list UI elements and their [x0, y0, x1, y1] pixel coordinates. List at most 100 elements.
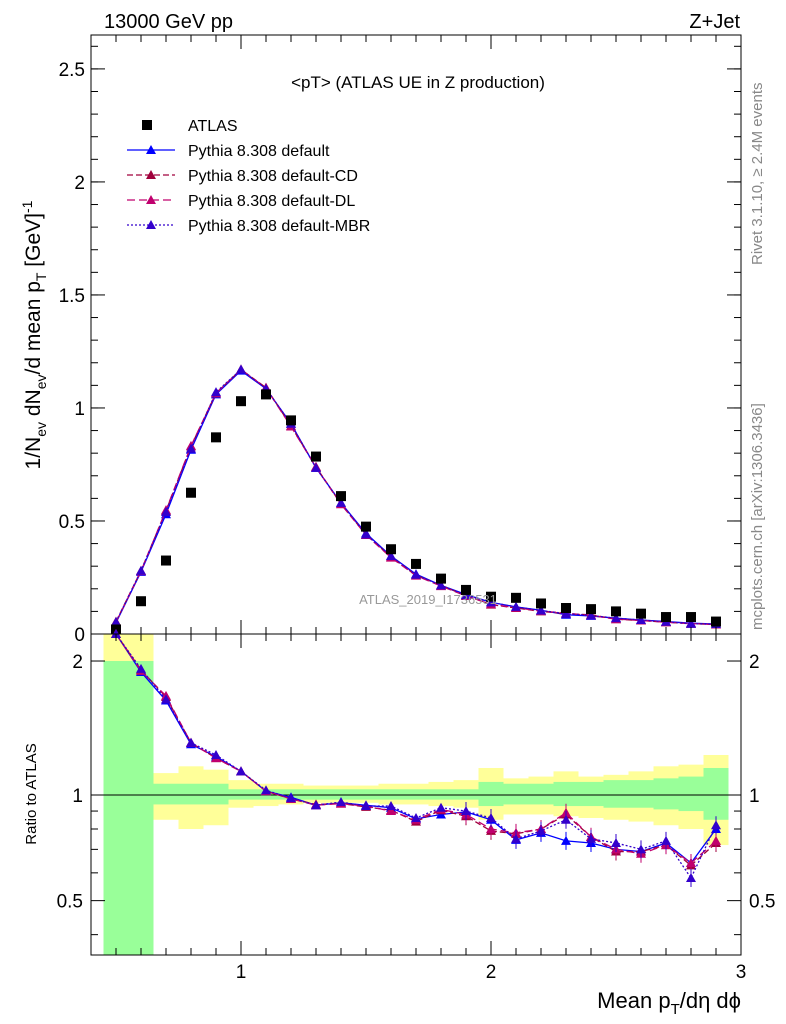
ratio-point — [561, 835, 571, 845]
header-left: 13000 GeV pp — [104, 11, 233, 33]
legend-label: ATLAS — [188, 118, 238, 135]
y-tick-label: 2.5 — [59, 60, 85, 81]
data-point — [311, 451, 321, 462]
ratio-tick-label-right: 0.5 — [749, 892, 775, 913]
series-point — [561, 608, 571, 618]
data-point — [461, 584, 471, 595]
data-point — [186, 487, 196, 498]
data-point — [336, 491, 346, 502]
legend-label: Pythia 8.308 default-MBR — [188, 218, 370, 235]
ratio-point — [236, 766, 246, 776]
data-point — [161, 555, 171, 566]
ratio-point — [611, 837, 621, 847]
data-point — [711, 616, 721, 627]
ratio-line — [115, 633, 717, 864]
series-line — [115, 368, 717, 626]
data-point — [136, 596, 146, 607]
data-point — [286, 415, 296, 426]
svg-text:1/Nev dNev/d mean pT [GeV]-1: 1/Nev dNev/d mean pT [GeV]-1 — [19, 200, 49, 469]
series-line — [115, 368, 717, 626]
legend-label: Pythia 8.308 default-CD — [188, 168, 358, 185]
series-point — [111, 617, 121, 627]
ratio-point — [711, 835, 721, 845]
series-point — [536, 605, 546, 615]
series-line — [115, 368, 717, 625]
y-tick-label: 0.5 — [59, 512, 85, 533]
ratio-tick-label: 2 — [72, 652, 83, 673]
ratio-point — [561, 814, 571, 824]
ratio-point — [311, 800, 321, 810]
series-line — [115, 369, 717, 625]
ratio-point — [536, 825, 546, 835]
ratio-point — [486, 824, 496, 834]
data-point — [261, 389, 271, 400]
ratio-point — [436, 802, 446, 812]
ratio-stat-band — [578, 781, 604, 807]
ratio-point — [136, 663, 146, 673]
ratio-tick-label: 0.5 — [57, 892, 83, 913]
ratio-stat-band — [628, 780, 654, 808]
x-tick-label: 1 — [236, 962, 247, 983]
ratio-point — [161, 694, 171, 704]
series-point — [136, 565, 146, 575]
series-point — [436, 580, 446, 590]
ratio-stat-band — [403, 789, 429, 800]
y-tick-label: 1 — [74, 399, 85, 420]
ratio-stat-band — [453, 789, 479, 800]
main-panel: 0 0.5 1 1.5 2 2.5 — [59, 34, 742, 646]
ratio-stat-band — [603, 780, 629, 808]
series-point — [511, 601, 521, 611]
watermark: ATLAS_2019_I1736531 — [359, 592, 497, 607]
ratio-stat-band — [553, 781, 579, 807]
ratio-point — [461, 806, 471, 816]
legend-label: Pythia 8.308 default-DL — [188, 193, 355, 210]
ratio-stat-band — [303, 789, 329, 800]
series-point — [386, 551, 396, 561]
ratio-point — [286, 793, 296, 803]
y-tick-label: 0 — [74, 625, 85, 646]
y-axis-label: 1/Nev dNev/d mean pT [GeV]-1 — [19, 200, 49, 469]
series-point — [161, 506, 171, 516]
ratio-stat-band — [378, 789, 404, 800]
series-point — [236, 364, 246, 374]
ratio-point — [686, 858, 696, 868]
series-point — [411, 569, 421, 579]
ratio-point — [686, 873, 696, 883]
ratio-stat-band — [178, 783, 204, 805]
x-axis-label: Mean pT/dη dϕ — [597, 988, 741, 1018]
series-point — [611, 613, 621, 623]
series-point — [311, 462, 321, 472]
ratio-stat-band — [653, 778, 679, 810]
data-point — [611, 606, 621, 617]
ratio-y-label: Ratio to ATLAS — [23, 743, 40, 844]
ratio-point — [511, 833, 521, 843]
ratio-tick-label: 1 — [72, 786, 83, 807]
series-point — [686, 618, 696, 628]
ratio-point — [486, 812, 496, 822]
data-point — [536, 598, 546, 609]
ratio-point — [386, 801, 396, 811]
legend-marker — [146, 145, 156, 154]
side-label-bottom: mcplots.cern.ch [arXiv:1306.3436] — [749, 403, 766, 630]
data-point — [236, 396, 246, 407]
ratio-point — [586, 833, 596, 843]
ratio-point — [411, 812, 421, 822]
series-point — [586, 610, 596, 620]
data-point — [586, 604, 596, 615]
y-tick-label: 1.5 — [59, 286, 85, 307]
data-point — [486, 591, 496, 602]
data-point — [211, 432, 221, 443]
ratio-stat-band — [503, 783, 529, 805]
header-right: Z+Jet — [689, 11, 740, 33]
ratio-line — [115, 633, 717, 864]
ratio-tick-label-right: 2 — [749, 652, 760, 673]
ratio-stat-band — [153, 783, 179, 805]
legend: ATLAS Pythia 8.308 default Pythia 8.308 de… — [127, 118, 370, 235]
y-tick-label: 2 — [74, 173, 85, 194]
svg-text:Mean pT/dη dϕ: Mean pT/dη dϕ — [597, 988, 741, 1018]
ratio-tick-label-right: 1 — [749, 786, 760, 807]
ratio-stat-band — [703, 767, 729, 820]
ratio-stat-band — [203, 783, 229, 805]
data-point — [686, 612, 696, 623]
